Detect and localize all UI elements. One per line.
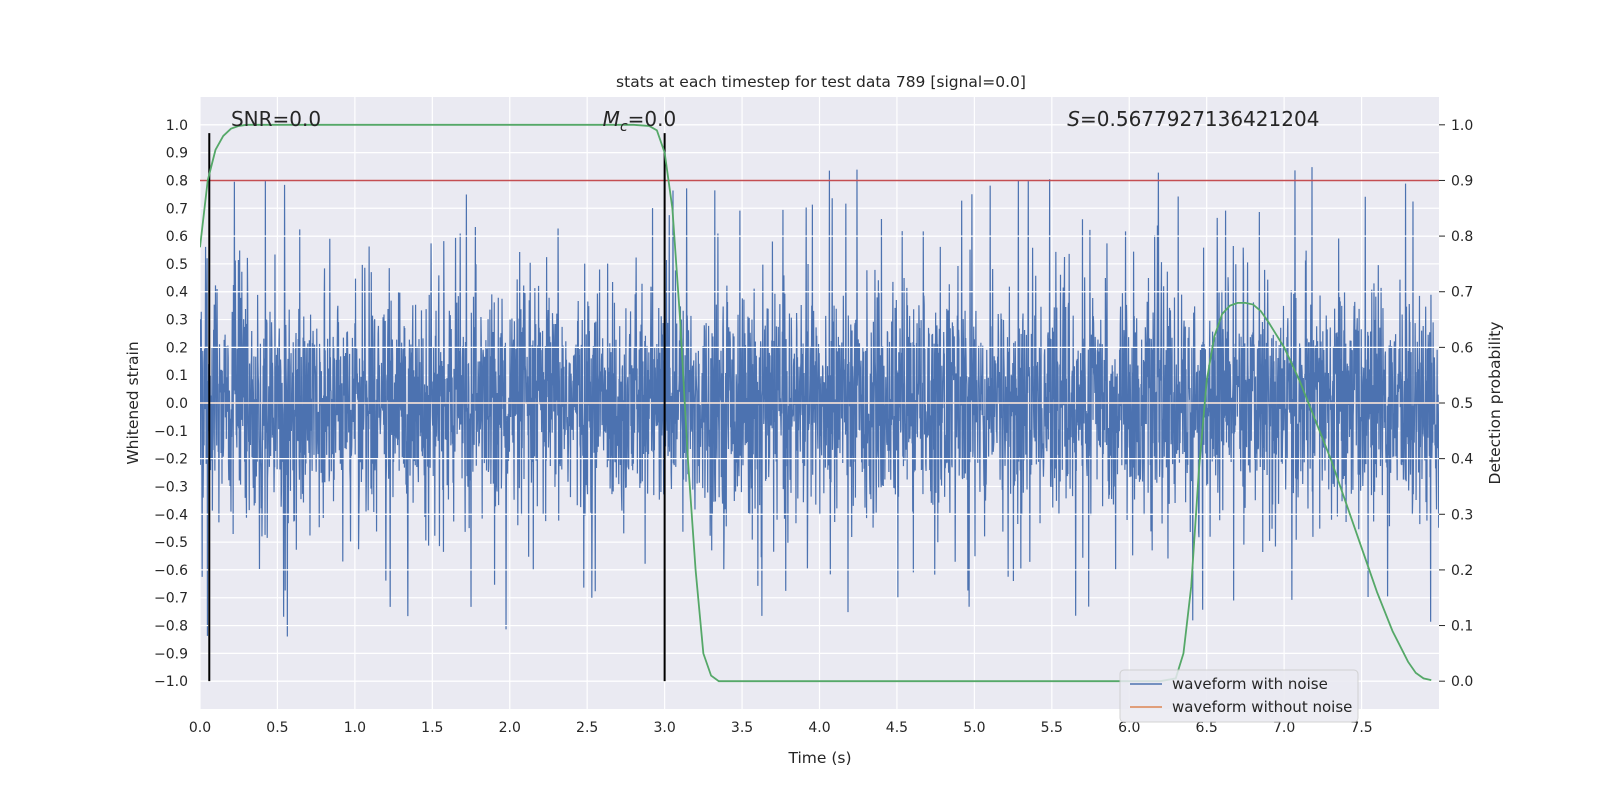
y-tick-label: 0.2 xyxy=(166,340,188,356)
x-tick-label: 2.5 xyxy=(576,720,598,736)
y-tick-label: −0.1 xyxy=(154,424,188,440)
y-tick-label: −1.0 xyxy=(154,674,188,690)
y2-axis-label: Detection probability xyxy=(1486,322,1504,485)
s-value: =0.5677927136421204 xyxy=(1080,107,1319,131)
annotation-snr: SNR=0.0 xyxy=(231,107,321,131)
legend-label-no-noise: waveform without noise xyxy=(1172,698,1352,716)
y-tick-label: 0.3 xyxy=(166,313,188,329)
chart-title: stats at each timestep for test data 789… xyxy=(616,73,1026,91)
series-waveform-with-noise xyxy=(200,167,1439,637)
y-axis-label: Whitened strain xyxy=(124,341,142,464)
y2-tick-label: 0.5 xyxy=(1451,396,1473,412)
x-tick-label: 6.0 xyxy=(1118,720,1140,736)
x-tick-label: 1.5 xyxy=(421,720,443,736)
y-tick-label: −0.9 xyxy=(154,646,188,662)
y-tick-label: 0.0 xyxy=(166,396,188,412)
x-tick-label: 0.0 xyxy=(189,720,211,736)
y-tick-label: 0.5 xyxy=(166,257,188,273)
x-tick-label: 4.0 xyxy=(808,720,830,736)
y-tick-label: 1.0 xyxy=(166,118,188,134)
legend-box xyxy=(1119,669,1359,723)
y-tick-labels: −1.0 −0.9 −0.8 −0.7 −0.6 −0.5 −0.4 −0.3 −0.2 −0.1… xyxy=(154,118,188,690)
y2-tick-label: 0.9 xyxy=(1451,173,1473,189)
y2-tick-label: 0.8 xyxy=(1451,229,1473,245)
mc-value: =0.0 xyxy=(628,107,677,131)
y-tick-label: −0.3 xyxy=(154,479,188,495)
legend: waveform with noise waveform without noi… xyxy=(1119,669,1359,723)
x-tick-label: 3.5 xyxy=(731,720,753,736)
y-tick-label: 0.9 xyxy=(166,146,188,162)
y2-tick-label: 1.0 xyxy=(1451,118,1473,134)
y-tick-label: 0.4 xyxy=(166,285,188,301)
y2-tick-label: 0.6 xyxy=(1451,340,1473,356)
y-tick-label: −0.8 xyxy=(154,619,188,635)
s-symbol: S xyxy=(1067,107,1080,131)
mc-subscript: c xyxy=(620,119,628,135)
x-axis-label: Time (s) xyxy=(787,749,851,767)
y-tick-label: 0.1 xyxy=(166,368,188,384)
y-tick-label: −0.2 xyxy=(154,452,188,468)
y2-tick-labels: 0.0 0.1 0.2 0.3 0.4 0.5 0.6 0.7 0.8 0.9 1.0 xyxy=(1439,118,1473,690)
x-tick-label: 5.0 xyxy=(963,720,985,736)
x-tick-label: 6.5 xyxy=(1196,720,1218,736)
y-tick-label: 0.6 xyxy=(166,229,188,245)
y-tick-label: −0.7 xyxy=(154,591,188,607)
y-tick-label: −0.5 xyxy=(154,535,188,551)
y-tick-label: −0.6 xyxy=(154,563,188,579)
y-tick-label: 0.7 xyxy=(166,201,188,217)
x-tick-label: 3.0 xyxy=(653,720,675,736)
annotation-chirp-mass: Mc=0.0 xyxy=(603,107,677,135)
x-tick-label: 0.5 xyxy=(266,720,288,736)
mc-symbol: M xyxy=(603,107,620,131)
x-tick-label: 5.5 xyxy=(1041,720,1063,736)
vertical-markers xyxy=(208,133,666,682)
x-tick-label: 1.0 xyxy=(344,720,366,736)
y-tick-label: 0.8 xyxy=(166,173,188,189)
x-tick-label: 7.5 xyxy=(1350,720,1372,736)
x-tick-labels: 0.0 0.5 1.0 1.5 2.0 2.5 3.0 3.5 4.0 4.5 5.0 5.5 6.0 6… xyxy=(189,720,1373,736)
y2-tick-label: 0.4 xyxy=(1451,452,1473,468)
annotation-s-statistic: S=0.5677927136421204 xyxy=(1067,107,1319,131)
x-tick-label: 2.0 xyxy=(499,720,521,736)
y2-tick-label: 0.0 xyxy=(1451,674,1473,690)
y2-tick-label: 0.7 xyxy=(1451,285,1473,301)
y-tick-label: −0.4 xyxy=(154,507,188,523)
y2-tick-label: 0.2 xyxy=(1451,563,1473,579)
x-tick-label: 4.5 xyxy=(886,720,908,736)
x-tick-label: 7.0 xyxy=(1273,720,1295,736)
y2-tick-label: 0.3 xyxy=(1451,507,1473,523)
y2-tick-label: 0.1 xyxy=(1451,619,1473,635)
legend-label-noise: waveform with noise xyxy=(1172,675,1328,693)
